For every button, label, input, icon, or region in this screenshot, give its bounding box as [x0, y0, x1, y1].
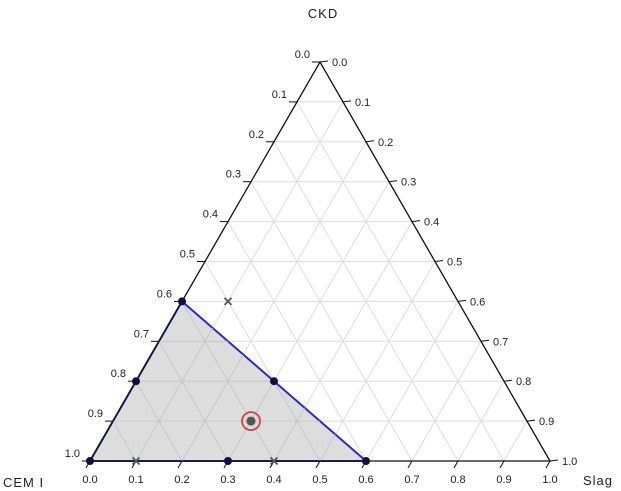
tick-mark-bottom [407, 460, 413, 469]
tick-mark-right [411, 220, 421, 223]
center-ring [241, 411, 261, 432]
grid-line [250, 181, 413, 462]
data-point-dot [132, 377, 140, 386]
tick-mark-bottom [499, 460, 505, 469]
tick-label-left: 0.5 [180, 249, 195, 261]
tick-label-right: 0.8 [516, 376, 531, 388]
tick-label-left: 0.2 [249, 129, 264, 141]
tick-label-bottom: 0.9 [496, 474, 511, 486]
data-point-dot [224, 457, 232, 465]
tick-label-left: 0.1 [272, 89, 287, 101]
tick-mark-right [319, 60, 329, 63]
tick-mark-right [342, 100, 352, 103]
data-point-cross [269, 456, 279, 466]
cross-stroke [269, 456, 279, 466]
tick-mark-bottom [315, 460, 321, 469]
tick-label-bottom: 0.6 [358, 474, 373, 486]
tick-mark-right [526, 419, 536, 422]
tick-label-left: 0.3 [226, 169, 241, 181]
grid-line [411, 341, 482, 462]
tick-label-bottom: 0.1 [128, 474, 143, 486]
tick-label-left: 0.4 [203, 209, 218, 221]
data-point-center [241, 411, 261, 432]
tick-label-bottom: 0.2 [174, 474, 189, 486]
tick-mark-bottom [453, 460, 459, 469]
tick-label-left: 1.0 [65, 448, 80, 460]
tick-label-right: 0.3 [401, 177, 416, 189]
region-grid-line [135, 381, 183, 461]
tick-label-bottom: 0.5 [312, 474, 327, 486]
tick-label-right: 0.5 [447, 257, 462, 269]
corner-label-left: CEM I [3, 475, 44, 490]
region-grid-line [135, 301, 344, 461]
data-point-cross [131, 456, 141, 466]
tick-label-left: 0.7 [134, 328, 149, 340]
tick-mark-right [549, 459, 559, 462]
tick-label-right: 0.7 [493, 336, 508, 348]
grid-line [319, 261, 436, 462]
tick-label-right: 0.4 [424, 217, 439, 229]
tick-label-right: 0.9 [539, 416, 554, 428]
tick-label-bottom: 0.0 [82, 474, 97, 486]
tick-label-bottom: 0.3 [220, 474, 235, 486]
cross-stroke [223, 297, 233, 306]
tick-label-left: 0.9 [88, 408, 103, 420]
tick-mark-right [503, 379, 513, 382]
data-points [86, 297, 370, 466]
tick-label-left: 0.6 [157, 288, 172, 300]
tick-label-right: 0.6 [470, 296, 485, 308]
tick-label-right: 0.1 [355, 97, 370, 109]
tick-mark-bottom [545, 460, 551, 469]
grid-line [457, 380, 505, 462]
tick-mark-right [480, 339, 490, 342]
grid-line [296, 101, 505, 462]
region-grid-line [158, 341, 229, 461]
tick-label-left: 0.0 [295, 49, 310, 61]
tick-mark-right [365, 140, 375, 143]
data-point-dot [178, 297, 186, 306]
tick-label-bottom: 0.8 [450, 474, 465, 486]
corner-label-top: CKD [308, 6, 338, 21]
tick-label-right: 0.0 [332, 57, 347, 69]
tick-mark-right [388, 180, 398, 183]
tick-label-bottom: 0.4 [266, 474, 281, 486]
data-point-dot [270, 377, 278, 386]
corner-label-right: Slag [583, 473, 613, 488]
tick-mark-right [457, 299, 467, 302]
grid-line [503, 420, 528, 462]
cross-stroke [131, 456, 141, 466]
data-point-cross [223, 297, 233, 306]
tick-label-bottom: 0.7 [404, 474, 419, 486]
region-grid-line [112, 420, 137, 461]
region-grid-line [181, 301, 275, 461]
tick-mark-bottom [177, 460, 183, 469]
tick-label-right: 0.2 [378, 137, 393, 149]
grid-line [365, 301, 459, 462]
data-point-dot [86, 457, 94, 465]
center-dot [246, 416, 256, 426]
tick-label-bottom: 1.0 [542, 474, 557, 486]
tick-label-left: 0.8 [111, 368, 126, 380]
data-point-dot [362, 457, 370, 465]
tick-mark-right [434, 260, 444, 262]
tick-label-right: 1.0 [562, 456, 577, 468]
